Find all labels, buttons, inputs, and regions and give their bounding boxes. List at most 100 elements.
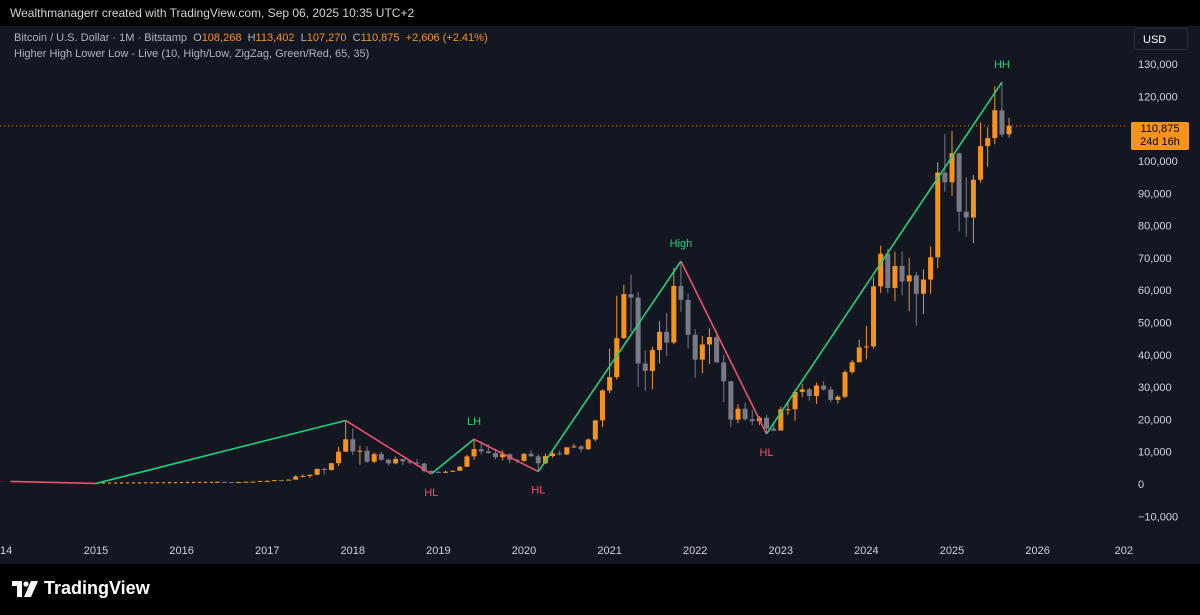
candle-body (942, 172, 948, 183)
candle-body (635, 297, 641, 364)
currency-label: USD (1143, 34, 1167, 46)
candle-body (300, 475, 306, 477)
footer-bar: TradingView (0, 564, 1200, 615)
candle-body (899, 265, 905, 282)
currency-button[interactable]: USD (1134, 28, 1188, 50)
x-tick-label: 2015 (84, 545, 108, 557)
x-tick-label: 2025 (940, 545, 964, 557)
candle-body (307, 474, 313, 476)
chart-area[interactable]: HL LH HL High HL HH −10,000 0 10,000 20,000 30,00… (0, 26, 1200, 564)
candle-body (264, 480, 270, 482)
pivot-label: HH (994, 59, 1010, 71)
indicator-legend[interactable]: Higher High Lower Low - Live (10, High/L… (14, 48, 369, 60)
candle-body (771, 428, 777, 431)
candle-body (385, 459, 391, 464)
pivot-label: HL (760, 447, 774, 459)
candle-body (920, 279, 926, 294)
candle-body (371, 454, 377, 462)
candle-body (621, 294, 627, 339)
candle-body (749, 419, 755, 422)
candle-body (571, 446, 577, 448)
candle-body (443, 471, 449, 473)
candle-body (970, 179, 976, 218)
candle-body (585, 439, 591, 450)
candle-body (250, 481, 256, 483)
candle-body (813, 385, 819, 396)
candle-body (364, 450, 370, 462)
y-tick-label: 50,000 (1138, 318, 1172, 330)
candle-body (978, 146, 984, 180)
x-tick-label: 2018 (341, 545, 365, 557)
candle-body (257, 480, 263, 482)
attribution-text: Wealthmanagerr created with TradingView.… (10, 6, 415, 20)
x-tick-label: 202 (1115, 545, 1133, 557)
candle-body (229, 481, 235, 483)
candle-body (321, 468, 327, 470)
symbol-legend: Bitcoin / U.S. Dollar · 1M · Bitstamp O1… (14, 32, 488, 44)
candle-body (856, 347, 862, 363)
candle-body (863, 346, 869, 348)
brand-name: TradingView (44, 578, 150, 598)
candle-body (849, 362, 855, 373)
candle-body (928, 257, 934, 280)
open-value: 108,268 (201, 32, 242, 44)
candle-body (828, 389, 834, 400)
candle-body (878, 253, 884, 287)
zigzag-segment (10, 480, 97, 485)
candle-body (393, 459, 399, 464)
pivot-labels: HL LH HL High HL HH (424, 59, 1010, 499)
candle-body (271, 480, 277, 482)
x-tick-label: 2023 (769, 545, 793, 557)
open-label: O (193, 32, 202, 44)
high-value: 113,402 (255, 32, 295, 44)
y-tick-label: 40,000 (1138, 350, 1172, 362)
candle-body (785, 409, 791, 411)
candle-body (649, 349, 655, 371)
candle-body (464, 456, 470, 467)
early-price-line (95, 481, 218, 484)
tradingview-logo-icon (12, 580, 38, 597)
pivot-label: HL (424, 487, 438, 499)
candle-body (457, 466, 463, 471)
y-tick-label: 0 (1138, 479, 1144, 491)
candle-body (350, 439, 356, 452)
candle-body (293, 476, 299, 480)
zigzag-segment (537, 260, 682, 473)
symbol-name: Bitcoin / U.S. Dollar · 1M · Bitstamp (14, 32, 187, 44)
candle-body (892, 265, 898, 288)
candle-body (314, 468, 320, 475)
tradingview-brand[interactable]: TradingView (12, 578, 150, 599)
y-tick-label: 80,000 (1138, 221, 1172, 233)
candle-body (343, 439, 349, 452)
zigzag-segment (680, 260, 768, 435)
candle-body (414, 462, 420, 464)
zigzag-segment (345, 419, 432, 475)
candle-body (692, 334, 698, 360)
candle-body (642, 363, 648, 371)
x-tick-label: 2024 (854, 545, 878, 557)
candle-body (778, 409, 784, 431)
candle-body (500, 454, 506, 458)
candle-body (699, 344, 705, 360)
candle-body (607, 377, 613, 391)
current-price-tag: 110,875 24d 16h (1131, 122, 1189, 150)
candle-body (492, 452, 498, 458)
candle-body (236, 482, 242, 484)
candle-body (278, 480, 284, 482)
candle-body (614, 338, 620, 378)
y-tick-label: 10,000 (1138, 447, 1172, 459)
candle-body (685, 299, 691, 335)
candle-body (992, 110, 998, 139)
change-value: +2,606 (+2.41%) (405, 32, 488, 44)
low-label: L (300, 32, 307, 44)
candle-body (664, 331, 670, 343)
candle-body (728, 381, 734, 420)
candle-body (842, 372, 848, 397)
close-value: 110,875 (360, 32, 400, 44)
candle-body (535, 456, 541, 464)
candle-body (799, 389, 805, 392)
bar-countdown-label: 24d 16h (1140, 136, 1180, 148)
pivot-label: LH (467, 416, 481, 428)
candle-body (378, 454, 384, 460)
